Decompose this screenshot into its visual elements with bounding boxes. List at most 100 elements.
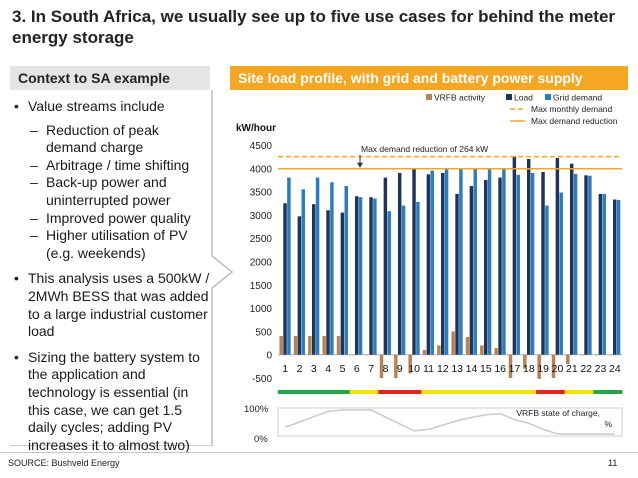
bar-grid-demand-1 <box>287 177 291 355</box>
status-segment <box>349 390 365 394</box>
status-segment <box>593 390 608 394</box>
soc-line <box>284 409 615 435</box>
context-header: Context to SA example <box>10 66 210 90</box>
bar-grid-demand-21 <box>573 173 578 355</box>
bar-grid-demand-7 <box>373 198 377 355</box>
y-axis-label: kW/hour <box>236 123 276 134</box>
sub-bullet-item: Arbitrage / time shifting <box>12 157 212 175</box>
bar-grid-demand-23 <box>602 193 606 355</box>
context-arrow-outline <box>10 90 234 446</box>
bar-grid-demand-5 <box>344 186 348 355</box>
legend-label: Max monthly demand <box>531 104 613 114</box>
sub-bullet-item: Higher utilisation of PV (e.g. weekends) <box>12 227 212 262</box>
bar-vrfb-activity-8 <box>379 354 384 378</box>
x-tick-label: 23 <box>595 363 607 375</box>
status-segment <box>335 390 350 394</box>
reduction-annotation: Max demand reduction of 264 kW <box>361 144 488 154</box>
bar-grid-demand-4 <box>330 182 334 355</box>
bar-vrfb-activity-23 <box>594 354 599 356</box>
bar-grid-demand-17 <box>516 174 520 355</box>
soc-panel-frame <box>277 407 623 437</box>
y-tick-label: -500 <box>252 374 272 385</box>
bar-load-11 <box>426 174 431 355</box>
bar-load-21 <box>569 163 574 355</box>
x-tick-label: 12 <box>437 363 449 375</box>
sub-bullet-item: Improved power quality <box>12 210 212 228</box>
annotation-arrow-head <box>357 162 363 168</box>
x-tick-label: 1 <box>282 363 288 375</box>
bar-vrfb-activity-19 <box>537 354 541 379</box>
bar-grid-demand-6 <box>358 197 363 355</box>
y-tick-label: 3500 <box>250 188 273 199</box>
bar-load-6 <box>354 196 359 355</box>
bar-grid-demand-11 <box>430 170 434 355</box>
legend-label: Grid demand <box>553 93 602 103</box>
status-segment <box>407 390 422 394</box>
x-tick-label: 9 <box>397 363 403 375</box>
status-segment <box>607 390 623 394</box>
y-tick-label: 500 <box>255 327 272 338</box>
bar-load-3 <box>311 204 316 355</box>
bar-grid-demand-8 <box>387 211 391 355</box>
bar-vrfb-activity-1 <box>279 336 283 355</box>
x-tick-label: 18 <box>523 363 535 375</box>
x-tick-label: 14 <box>466 363 478 375</box>
bar-load-17 <box>512 156 517 355</box>
x-tick-label: 3 <box>311 363 317 375</box>
bar-vrfb-activity-20 <box>551 354 556 378</box>
bar-grid-demand-16 <box>502 169 506 355</box>
bar-grid-demand-2 <box>301 189 305 355</box>
bar-vrfb-activity-14 <box>465 336 470 355</box>
bar-load-4 <box>326 210 330 355</box>
status-segment <box>579 390 594 394</box>
bar-grid-demand-9 <box>401 205 406 355</box>
chart-header: Site load profile, with grid and battery… <box>230 66 628 90</box>
status-segment <box>550 390 565 394</box>
bar-grid-demand-3 <box>315 177 320 355</box>
slide-title: 3. In South Africa, we usually see up to… <box>12 7 616 47</box>
x-tick-label: 11 <box>423 363 434 375</box>
bar-vrfb-activity-7 <box>365 354 369 356</box>
bar-load-8 <box>383 177 388 355</box>
bullet-item: This analysis uses a 500kW / 2MWh BESS t… <box>12 270 212 340</box>
bar-load-9 <box>397 172 402 355</box>
y-tick-label: 4000 <box>250 164 273 175</box>
status-segment <box>306 390 322 394</box>
bar-load-16 <box>498 177 502 355</box>
bar-load-24 <box>612 199 617 355</box>
status-segment <box>536 390 551 394</box>
status-segment <box>378 390 393 394</box>
legend-swatch <box>506 94 512 100</box>
bar-vrfb-activity-4 <box>322 336 326 355</box>
status-segment <box>493 390 508 394</box>
soc-tick-top: 100% <box>244 404 269 415</box>
bar-load-5 <box>340 212 345 355</box>
x-tick-label: 21 <box>566 363 578 375</box>
bar-load-2 <box>297 216 302 355</box>
bar-vrfb-activity-24 <box>609 354 613 356</box>
bar-vrfb-activity-3 <box>308 336 312 355</box>
x-tick-label: 22 <box>580 363 592 375</box>
soc-label-unit: % <box>604 419 612 429</box>
bullet-item: Value streams include <box>12 98 212 116</box>
bar-load-23 <box>598 193 603 355</box>
bar-vrfb-activity-18 <box>523 354 527 369</box>
status-segment <box>364 390 379 394</box>
bar-vrfb-activity-6 <box>351 354 355 356</box>
y-tick-label: 2000 <box>250 258 273 269</box>
bar-vrfb-activity-11 <box>422 350 427 355</box>
x-tick-label: 17 <box>509 363 521 375</box>
x-tick-label: 7 <box>368 363 374 375</box>
x-tick-label: 4 <box>325 363 331 375</box>
bullet-item: Sizing the battery system to the applica… <box>12 349 212 455</box>
x-tick-label: 8 <box>383 363 389 375</box>
y-tick-label: 4500 <box>250 141 273 152</box>
status-segment <box>392 390 408 394</box>
status-segment <box>564 390 580 394</box>
x-tick-label: 19 <box>537 363 549 375</box>
soc-label: VRFB state of charge, <box>516 408 600 418</box>
status-segment <box>421 390 436 394</box>
status-segment <box>435 390 451 394</box>
bar-grid-demand-24 <box>616 199 621 355</box>
bar-load-10 <box>412 169 416 355</box>
